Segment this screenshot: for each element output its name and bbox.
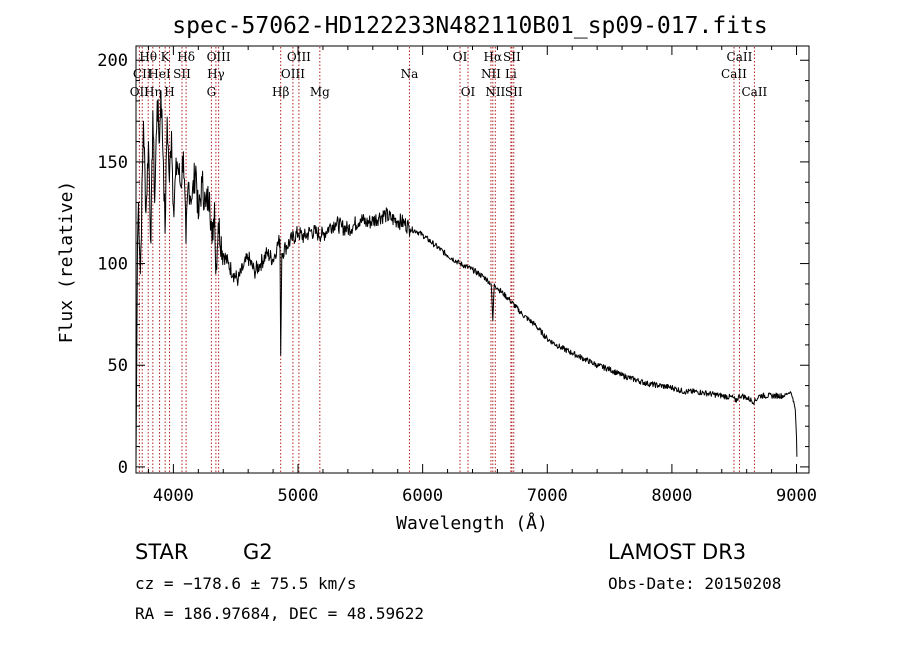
y-axis-label: Flux (relative) <box>56 181 77 344</box>
reference-line-label: HeI <box>148 67 171 81</box>
x-tick-label: 8000 <box>651 486 692 506</box>
reference-line-label: OIII <box>207 50 231 64</box>
x-tick-label: 7000 <box>527 486 568 506</box>
reference-line-label: Hβ <box>272 85 289 99</box>
reference-line-label: Hα <box>484 50 503 64</box>
velocity-readout: cz = −178.6 ± 75.5 km/s <box>135 574 357 593</box>
reference-line-label: Mg <box>310 85 330 99</box>
reference-line-label: OI <box>461 85 476 99</box>
reference-line-label: NII <box>481 67 501 81</box>
reference-line-label: NII <box>485 85 505 99</box>
coordinates-readout: RA = 186.97684, DEC = 48.59622 <box>135 604 424 623</box>
x-tick-label: 4000 <box>153 486 194 506</box>
reference-line-label: CII <box>133 67 152 81</box>
reference-line-label: SII <box>505 85 523 99</box>
y-tick-label: 150 <box>97 153 128 173</box>
chart-title: spec-57062-HD122233N482110B01_sp09-017.f… <box>172 13 767 39</box>
y-tick-label: 200 <box>97 51 128 71</box>
x-tick-label: 6000 <box>402 486 443 506</box>
reference-line-label: Na <box>401 67 419 81</box>
survey-name: LAMOST DR3 <box>608 540 746 564</box>
plot-frame <box>135 45 810 474</box>
y-tick-label: 50 <box>108 356 128 376</box>
reference-line-label: Hθ <box>139 50 157 64</box>
reference-line-label: CaII <box>721 67 747 81</box>
observation-date: Obs-Date: 20150208 <box>608 574 781 593</box>
reference-line-label: K <box>161 50 171 64</box>
x-tick-label: 5000 <box>278 486 319 506</box>
reference-line-label: CaII <box>741 85 767 99</box>
x-axis-ticks: 4000 5000 6000 7000 8000 9000 <box>147 46 817 506</box>
reference-line-label: Hδ <box>177 50 195 64</box>
y-tick-label: 100 <box>97 255 128 275</box>
reference-line-label: Hγ <box>207 67 225 81</box>
reference-line-label: Li <box>505 67 517 81</box>
reference-lines <box>138 47 755 472</box>
reference-line-label: CaII <box>727 50 753 64</box>
y-axis-ticks: 0 50 100 150 200 <box>97 51 809 478</box>
reference-line-label: H <box>164 85 174 99</box>
reference-line-label: OIII <box>281 67 305 81</box>
reference-line-label: G <box>207 85 217 99</box>
object-subclass: G2 <box>243 540 273 564</box>
reference-line-labels: OII Hθ CII Hη HeI K H SII Hδ G Hγ OIII Hβ OIII OIII Mg N… <box>130 50 768 99</box>
spectrum-series-flux <box>135 90 798 463</box>
x-axis-label: Wavelength (Å) <box>396 512 548 534</box>
x-tick-label: 9000 <box>776 486 817 506</box>
reference-line-label: SII <box>173 67 191 81</box>
reference-line-label: OIII <box>287 50 311 64</box>
reference-line-label: OII <box>130 85 150 99</box>
reference-line-label: SII <box>503 50 521 64</box>
object-class: STAR <box>135 540 188 564</box>
spectrum <box>135 90 798 463</box>
reference-line-label: Hη <box>144 85 162 99</box>
reference-line-label: OI <box>453 50 468 64</box>
y-tick-label: 0 <box>118 458 128 478</box>
